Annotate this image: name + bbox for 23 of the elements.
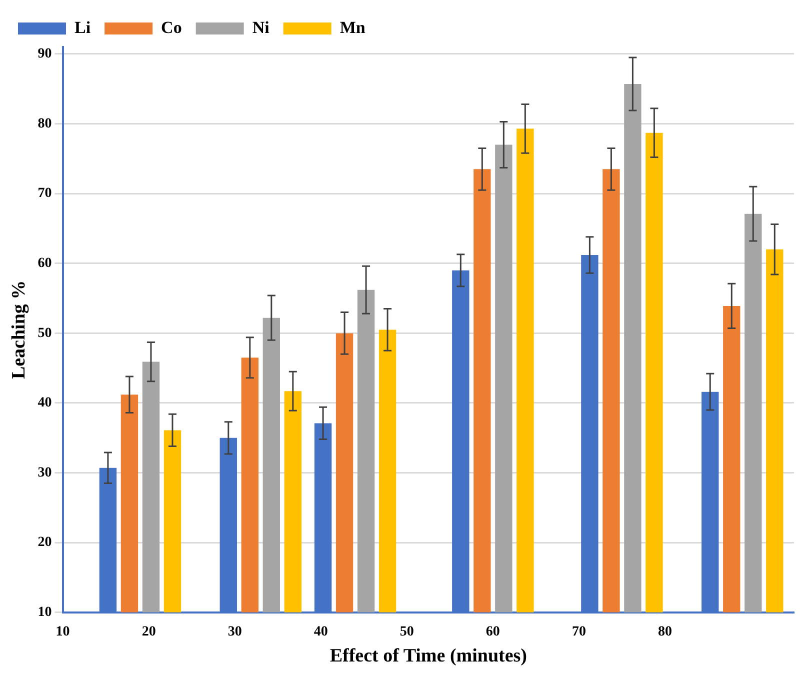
y-tick-label: 10	[38, 605, 52, 620]
y-tick-label: 90	[38, 46, 52, 62]
y-tick-label: 70	[38, 186, 52, 202]
x-tick-label: 60	[486, 624, 500, 640]
y-tick-label: 20	[38, 535, 52, 550]
x-tick-label: 10	[56, 624, 70, 640]
x-axis-title: Effect of Time (minutes)	[330, 646, 527, 667]
x-tick-label: 70	[572, 624, 586, 640]
y-tick-label: 60	[38, 256, 52, 271]
x-tick-label: 80	[658, 624, 672, 640]
x-tick-label: 20	[142, 624, 156, 640]
y-tick-label: 30	[38, 465, 52, 480]
x-tick-label: 30	[228, 624, 242, 640]
legend-label: Co	[161, 18, 182, 37]
x-tick-label: 40	[314, 624, 328, 640]
y-tick-label: 50	[38, 326, 52, 341]
legend-label: Mn	[340, 18, 366, 37]
legend-label: Ni	[252, 18, 270, 37]
x-tick-label: 50	[400, 624, 414, 640]
legend-label: Li	[74, 18, 91, 37]
y-tick-label: 80	[38, 116, 52, 132]
y-axis-title: Leaching %	[8, 280, 30, 380]
y-tick-label: 40	[38, 396, 52, 411]
